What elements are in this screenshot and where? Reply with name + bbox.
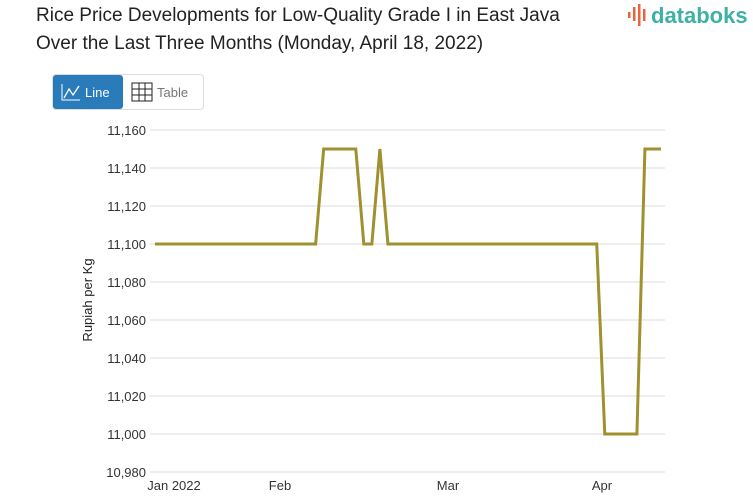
- data-point[interactable]: [361, 241, 367, 247]
- data-point[interactable]: [353, 146, 359, 152]
- data-point[interactable]: [289, 241, 295, 247]
- data-point[interactable]: [578, 241, 584, 247]
- chart-title-line2: Over the Last Three Months (Monday, Apri…: [36, 33, 484, 54]
- y-tick-label: 11,020: [107, 389, 146, 404]
- data-point[interactable]: [393, 241, 399, 247]
- data-point[interactable]: [433, 241, 439, 247]
- data-point[interactable]: [321, 146, 327, 152]
- y-tick-label: 11,080: [107, 275, 146, 290]
- data-point[interactable]: [457, 241, 463, 247]
- data-point[interactable]: [329, 146, 335, 152]
- data-point[interactable]: [232, 241, 238, 247]
- logo-text: databoks: [651, 3, 748, 28]
- table-view-label: Table: [157, 84, 189, 100]
- data-point[interactable]: [562, 241, 568, 247]
- x-tick-label: Apr: [592, 478, 613, 493]
- data-point[interactable]: [610, 431, 616, 437]
- data-point[interactable]: [618, 431, 624, 437]
- data-point[interactable]: [256, 241, 262, 247]
- data-point[interactable]: [176, 241, 182, 247]
- y-tick-label: 11,000: [107, 427, 146, 442]
- data-point[interactable]: [425, 241, 431, 247]
- data-point[interactable]: [200, 241, 206, 247]
- data-point[interactable]: [281, 241, 287, 247]
- data-point[interactable]: [297, 241, 303, 247]
- y-tick-label: 11,160: [107, 123, 146, 138]
- data-point[interactable]: [369, 241, 375, 247]
- data-point[interactable]: [570, 241, 576, 247]
- data-point[interactable]: [642, 146, 648, 152]
- logo-bars-icon: [628, 4, 646, 26]
- data-point[interactable]: [634, 431, 640, 437]
- price-line: [155, 147, 661, 436]
- line-chart-icon: [61, 84, 80, 101]
- data-point[interactable]: [505, 241, 511, 247]
- data-point[interactable]: [481, 241, 487, 247]
- y-axis-label: Rupiah per Kg: [80, 258, 95, 341]
- data-point[interactable]: [272, 241, 278, 247]
- data-point[interactable]: [305, 241, 311, 247]
- data-point[interactable]: [385, 241, 391, 247]
- data-point[interactable]: [538, 241, 544, 247]
- view-toggle: Line Table: [52, 74, 204, 110]
- chart-title-line1: Rice Price Developments for Low-Quality …: [36, 5, 560, 26]
- data-point[interactable]: [216, 241, 222, 247]
- data-point[interactable]: [168, 241, 174, 247]
- data-point[interactable]: [224, 241, 230, 247]
- data-point[interactable]: [521, 241, 527, 247]
- data-point[interactable]: [449, 241, 455, 247]
- data-point[interactable]: [473, 241, 479, 247]
- data-point[interactable]: [152, 241, 158, 247]
- data-point[interactable]: [208, 241, 214, 247]
- data-point[interactable]: [626, 431, 632, 437]
- x-tick-label: Mar: [437, 478, 460, 493]
- y-tick-label: 11,060: [107, 313, 146, 328]
- x-tick-label: Jan 2022: [147, 478, 201, 493]
- databoks-logo[interactable]: databoks: [627, 3, 748, 29]
- data-point[interactable]: [377, 146, 383, 152]
- y-tick-label: 11,120: [107, 199, 146, 214]
- data-point[interactable]: [441, 241, 447, 247]
- data-point[interactable]: [240, 241, 246, 247]
- data-point[interactable]: [489, 241, 495, 247]
- data-point[interactable]: [401, 241, 407, 247]
- data-point[interactable]: [529, 241, 535, 247]
- data-point[interactable]: [594, 241, 600, 247]
- line-view-label: Line: [85, 84, 110, 100]
- data-point[interactable]: [513, 241, 519, 247]
- data-point[interactable]: [650, 146, 656, 152]
- data-point[interactable]: [554, 241, 560, 247]
- table-grid-icon: [131, 82, 153, 102]
- data-point[interactable]: [345, 146, 351, 152]
- line-view-button[interactable]: Line: [53, 75, 123, 109]
- y-tick-label: 10,980: [106, 465, 146, 480]
- data-point[interactable]: [497, 241, 503, 247]
- data-point[interactable]: [546, 241, 552, 247]
- data-point[interactable]: [417, 241, 423, 247]
- data-point[interactable]: [192, 241, 198, 247]
- data-point[interactable]: [184, 241, 190, 247]
- table-view-button[interactable]: Table: [123, 75, 196, 109]
- data-point[interactable]: [409, 241, 415, 247]
- data-point[interactable]: [160, 241, 166, 247]
- y-tick-label: 11,040: [107, 351, 146, 366]
- data-point[interactable]: [465, 241, 471, 247]
- x-tick-label: Feb: [269, 478, 291, 493]
- data-point[interactable]: [586, 241, 592, 247]
- y-tick-label: 11,140: [107, 161, 146, 176]
- data-point[interactable]: [264, 241, 270, 247]
- data-point[interactable]: [313, 241, 319, 247]
- data-point[interactable]: [337, 146, 343, 152]
- data-point[interactable]: [658, 146, 664, 152]
- y-tick-label: 11,100: [107, 237, 146, 252]
- data-point[interactable]: [248, 241, 254, 247]
- data-point[interactable]: [602, 431, 608, 437]
